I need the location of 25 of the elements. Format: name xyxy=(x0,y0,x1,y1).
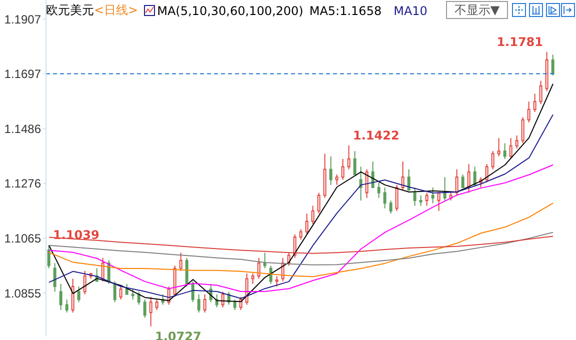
chart-subtitle: <日线> xyxy=(94,2,138,19)
line-series xyxy=(48,202,554,278)
text: MA5:1.1658 xyxy=(309,4,382,18)
candlestick xyxy=(59,283,62,310)
candlestick xyxy=(521,116,524,144)
candlestick xyxy=(263,252,266,269)
y-tick-label: 1.0855 xyxy=(4,286,42,300)
text: MA10 xyxy=(394,4,428,18)
chart-title: 欧元美元 xyxy=(46,2,94,19)
y-tick-label: 1.1907 xyxy=(4,12,42,26)
annotation: 不显示▼ xyxy=(446,1,508,19)
y-tick-label: 1.1697 xyxy=(4,66,42,81)
candlestick xyxy=(497,138,500,157)
line-series xyxy=(48,232,554,266)
y-tick-label: 1.1065 xyxy=(4,232,42,246)
candlestick xyxy=(425,192,428,206)
y-tick-label: 1.1276 xyxy=(4,176,42,191)
candlestick xyxy=(359,166,362,202)
annotation: 1.1781 xyxy=(496,34,543,49)
legend-title: MA(5,10,30,60,100,200) xyxy=(157,4,304,18)
annotation: 1.1422 xyxy=(353,128,400,142)
annotation: 1.1039 xyxy=(53,228,100,242)
y-tick-label: 1.1486 xyxy=(4,122,42,136)
candlestick xyxy=(329,156,332,186)
candlestick xyxy=(347,144,350,170)
